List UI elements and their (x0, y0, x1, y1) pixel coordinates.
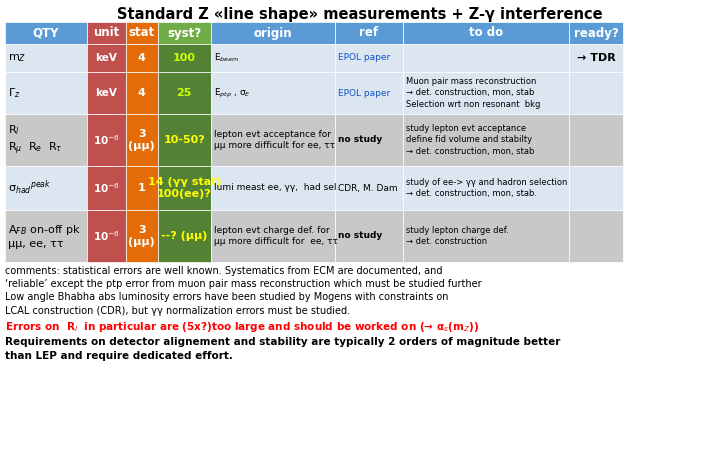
FancyBboxPatch shape (126, 72, 158, 114)
Text: --? (μμ): --? (μμ) (161, 231, 207, 241)
FancyBboxPatch shape (126, 114, 158, 166)
FancyBboxPatch shape (570, 44, 623, 72)
Text: 25: 25 (176, 88, 192, 98)
FancyBboxPatch shape (5, 44, 86, 72)
Text: unit: unit (93, 27, 120, 40)
Text: CDR, M. Dam: CDR, M. Dam (338, 184, 397, 193)
FancyBboxPatch shape (335, 210, 402, 262)
FancyBboxPatch shape (402, 72, 570, 114)
FancyBboxPatch shape (402, 22, 570, 44)
Text: EPOL paper: EPOL paper (338, 54, 390, 63)
Text: Requirements on detector alignement and stability are typically 2 orders of magn: Requirements on detector alignement and … (5, 337, 560, 347)
FancyBboxPatch shape (126, 166, 158, 210)
FancyBboxPatch shape (211, 22, 335, 44)
FancyBboxPatch shape (158, 44, 211, 72)
Text: keV: keV (95, 53, 117, 63)
FancyBboxPatch shape (211, 166, 335, 210)
Text: 100: 100 (173, 53, 196, 63)
FancyBboxPatch shape (402, 114, 570, 166)
Text: QTY: QTY (32, 27, 59, 40)
FancyBboxPatch shape (570, 22, 623, 44)
Text: E$_{beam}$: E$_{beam}$ (214, 52, 239, 64)
Text: ready?: ready? (574, 27, 618, 40)
FancyBboxPatch shape (211, 72, 335, 114)
Text: 14 (γγ stat)
100(ee)?: 14 (γγ stat) 100(ee)? (148, 177, 221, 199)
Text: lepton evt charge def. for
μμ more difficult for  ee, ττ: lepton evt charge def. for μμ more diffi… (214, 226, 338, 246)
Text: syst?: syst? (167, 27, 202, 40)
FancyBboxPatch shape (402, 166, 570, 210)
Text: lepton evt acceptance for
μμ more difficult for ee, ττ: lepton evt acceptance for μμ more diffic… (214, 130, 335, 150)
Text: no study: no study (338, 231, 382, 240)
FancyBboxPatch shape (335, 44, 402, 72)
FancyBboxPatch shape (86, 22, 126, 44)
Text: m$_Z$: m$_Z$ (8, 52, 27, 64)
FancyBboxPatch shape (86, 114, 126, 166)
FancyBboxPatch shape (86, 166, 126, 210)
FancyBboxPatch shape (5, 210, 86, 262)
FancyBboxPatch shape (126, 44, 158, 72)
FancyBboxPatch shape (158, 22, 211, 44)
FancyBboxPatch shape (402, 44, 570, 72)
FancyBboxPatch shape (211, 210, 335, 262)
Text: ref: ref (359, 27, 379, 40)
Text: keV: keV (95, 88, 117, 98)
Text: study of ee-> γγ and hadron selection
→ det. construction, mon, stab.: study of ee-> γγ and hadron selection → … (405, 178, 567, 198)
Text: A$_{FB}$ on-off pk
μμ, ee, ττ: A$_{FB}$ on-off pk μμ, ee, ττ (8, 223, 81, 249)
Text: 1: 1 (138, 183, 145, 193)
FancyBboxPatch shape (5, 72, 86, 114)
FancyBboxPatch shape (335, 114, 402, 166)
FancyBboxPatch shape (335, 166, 402, 210)
Text: Errors on  R$_l$  in particular are (5x?)too large and should be worked on (→ α$: Errors on R$_l$ in particular are (5x?)t… (5, 320, 479, 334)
Text: R$_l$
R$_μ$  R$_e$  R$_τ$: R$_l$ R$_μ$ R$_e$ R$_τ$ (8, 123, 63, 157)
Text: 10$^{-6}$: 10$^{-6}$ (93, 133, 120, 147)
Text: stat: stat (129, 27, 155, 40)
Text: Γ$_z$: Γ$_z$ (8, 86, 20, 100)
FancyBboxPatch shape (5, 22, 86, 44)
FancyBboxPatch shape (158, 114, 211, 166)
FancyBboxPatch shape (5, 114, 86, 166)
FancyBboxPatch shape (86, 44, 126, 72)
FancyBboxPatch shape (126, 22, 158, 44)
FancyBboxPatch shape (570, 210, 623, 262)
FancyBboxPatch shape (211, 44, 335, 72)
Text: Standard Z «line shape» measurements + Z-γ interference: Standard Z «line shape» measurements + Z… (117, 7, 603, 22)
FancyBboxPatch shape (5, 166, 86, 210)
Text: E$_{ptp}$ , σ$_E$: E$_{ptp}$ , σ$_E$ (214, 86, 251, 99)
FancyBboxPatch shape (158, 72, 211, 114)
Text: 3
(μμ): 3 (μμ) (128, 225, 155, 247)
FancyBboxPatch shape (570, 114, 623, 166)
Text: 3
(μμ): 3 (μμ) (128, 129, 155, 151)
FancyBboxPatch shape (570, 72, 623, 114)
FancyBboxPatch shape (158, 166, 211, 210)
Text: origin: origin (253, 27, 292, 40)
FancyBboxPatch shape (570, 166, 623, 210)
FancyBboxPatch shape (158, 210, 211, 262)
Text: to do: to do (469, 27, 503, 40)
FancyBboxPatch shape (402, 210, 570, 262)
Text: 10-50?: 10-50? (163, 135, 205, 145)
FancyBboxPatch shape (126, 210, 158, 262)
Text: 4: 4 (138, 88, 145, 98)
Text: 10$^{-6}$: 10$^{-6}$ (93, 181, 120, 195)
Text: comments: statistical errors are well known. Systematics from ECM are documented: comments: statistical errors are well kn… (5, 266, 482, 315)
FancyBboxPatch shape (335, 72, 402, 114)
Text: study lepton evt acceptance
define fid volume and stabilty
→ det. construction, : study lepton evt acceptance define fid v… (405, 124, 534, 156)
FancyBboxPatch shape (86, 210, 126, 262)
FancyBboxPatch shape (211, 114, 335, 166)
Text: 10$^{-6}$: 10$^{-6}$ (93, 229, 120, 243)
Text: lumi meast ee, γγ,  had sel.: lumi meast ee, γγ, had sel. (214, 184, 339, 193)
FancyBboxPatch shape (335, 22, 402, 44)
FancyBboxPatch shape (86, 72, 126, 114)
Text: EPOL paper: EPOL paper (338, 89, 390, 98)
Text: study lepton charge def.
→ det. construction: study lepton charge def. → det. construc… (405, 226, 508, 246)
Text: 4: 4 (138, 53, 145, 63)
Text: σ$_{had}$$^{peak}$: σ$_{had}$$^{peak}$ (8, 179, 51, 197)
Text: no study: no study (338, 135, 382, 144)
Text: Muon pair mass reconstruction
→ det. construction, mon, stab
Selection wrt non r: Muon pair mass reconstruction → det. con… (405, 77, 540, 108)
Text: than LEP and require dedicated effort.: than LEP and require dedicated effort. (5, 351, 233, 361)
Text: → TDR: → TDR (577, 53, 616, 63)
